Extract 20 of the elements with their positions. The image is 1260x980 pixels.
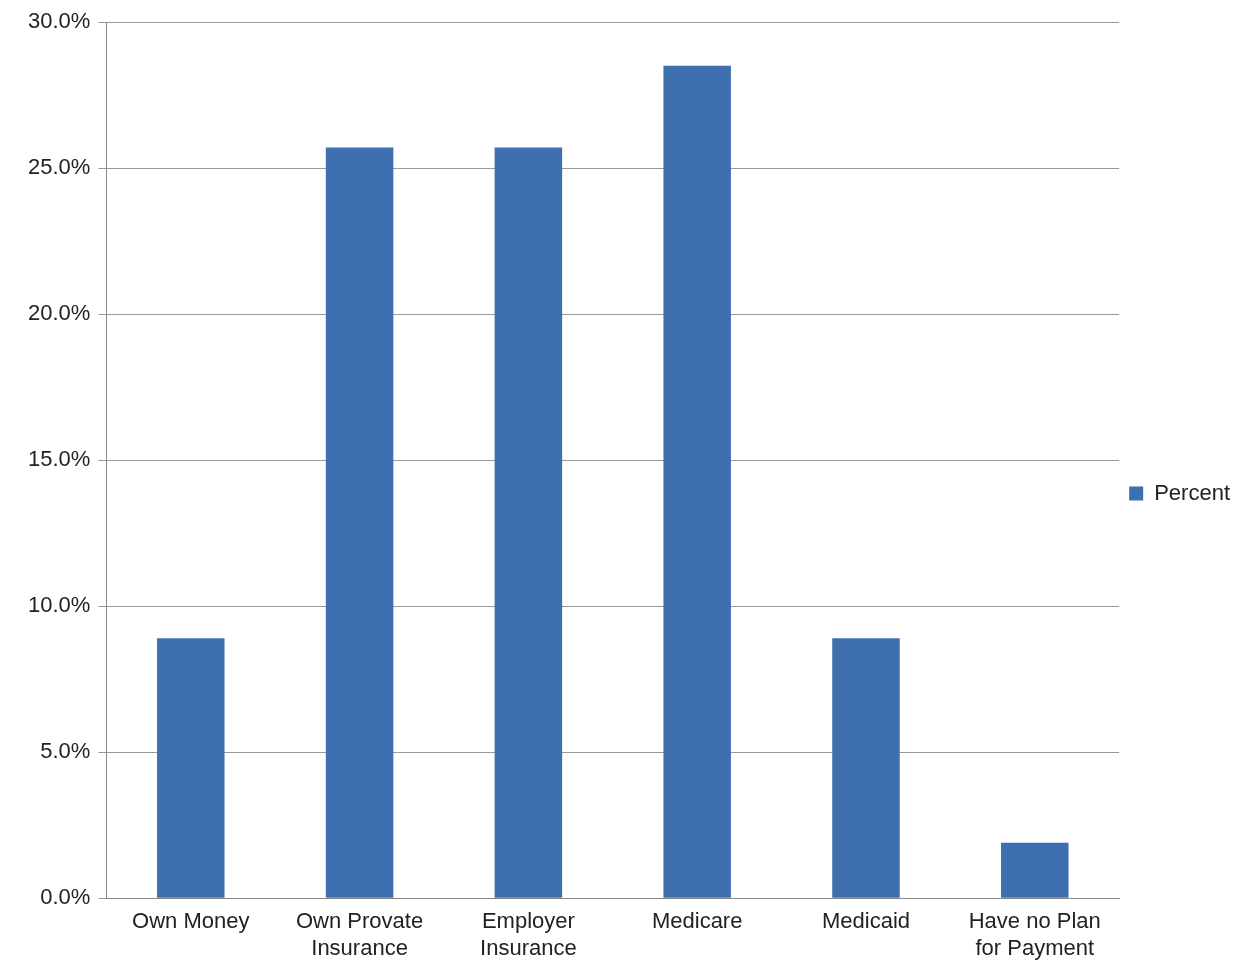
y-tick-label: 30.0% — [27, 8, 91, 34]
bar — [157, 638, 225, 898]
y-tick-label: 0.0% — [40, 884, 91, 910]
y-tick-label: 10.0% — [27, 592, 91, 618]
y-tick-label: 5.0% — [40, 738, 91, 764]
y-tick-label: 20.0% — [27, 300, 91, 326]
x-tick-label: Own Provate Insurance — [295, 908, 424, 960]
x-tick-label: Have no Plan for Payment — [968, 908, 1101, 960]
legend-label: Percent — [1154, 479, 1231, 505]
bar — [325, 147, 394, 898]
bar — [832, 638, 900, 898]
y-tick-label: 25.0% — [27, 154, 91, 180]
x-tick-label: Own Money — [132, 908, 250, 934]
x-tick-label: Medicare — [651, 908, 743, 934]
bar — [494, 147, 563, 898]
x-tick-label: Employer Insurance — [480, 908, 577, 960]
y-tick-label: 15.0% — [27, 446, 91, 472]
bar — [663, 65, 731, 898]
bar — [1001, 842, 1069, 898]
x-tick-label: Medicaid — [821, 908, 910, 934]
